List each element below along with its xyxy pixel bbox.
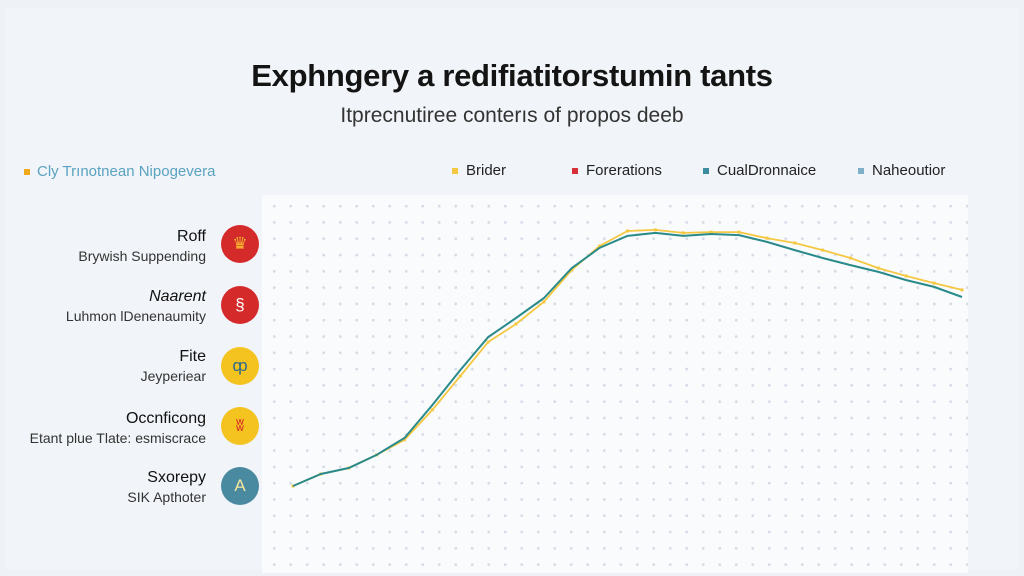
figure-icon: § xyxy=(221,286,259,324)
series-line-cualdronnaice xyxy=(292,231,963,487)
data-point xyxy=(626,229,629,233)
legend-label: Naheoutior xyxy=(872,162,946,179)
item-desc: Brywish Suppending xyxy=(78,248,206,264)
item-name: Sxorepy xyxy=(147,469,206,486)
data-point xyxy=(486,340,490,344)
data-point xyxy=(849,256,852,260)
legend-marker xyxy=(703,167,709,174)
item-desc: SIK Apthoter xyxy=(127,489,206,505)
data-point xyxy=(542,300,546,304)
chart-title: Exphngery a redifiatitorstumin tants xyxy=(251,58,773,93)
figure-icon-glyph: § xyxy=(235,295,245,314)
series-label-marker xyxy=(24,168,30,175)
legend-item-naheoutior: Naheoutior xyxy=(858,162,945,179)
item-name: Fite xyxy=(179,348,206,365)
data-point xyxy=(570,268,574,272)
legend-item-brider: Brider xyxy=(452,162,506,179)
category-item: Sxorepy SIK Apthoter xyxy=(127,469,206,505)
data-point xyxy=(681,231,685,235)
legend-marker xyxy=(452,167,458,174)
bird-icon: ȹ xyxy=(221,347,259,385)
data-point xyxy=(737,230,741,234)
legend-item-cualdronnaice: CualDronnaice xyxy=(703,162,816,179)
data-point xyxy=(904,274,908,278)
item-desc: Jeyperiear xyxy=(140,368,206,384)
category-item: Occnficong Etant plue Tlate: esmiscrace xyxy=(30,410,206,446)
data-point xyxy=(458,374,462,378)
crown-icon: ♛ xyxy=(221,225,259,263)
legend-label: Forerations xyxy=(586,162,662,179)
data-point xyxy=(709,230,713,234)
data-point xyxy=(821,248,825,252)
data-point xyxy=(403,438,406,442)
data-point xyxy=(876,266,880,270)
legend-marker xyxy=(858,167,864,174)
data-point xyxy=(765,236,769,240)
legend-label: CualDronnaice xyxy=(717,162,817,179)
item-name: Occnficong xyxy=(125,410,206,427)
triangle-icon: A xyxy=(221,467,259,505)
item-name: Naarent xyxy=(149,288,206,305)
bird-icon-glyph: ȹ xyxy=(232,356,248,375)
item-desc: Luhmon lDenenaumity xyxy=(65,308,206,324)
item-desc: Etant plue Tlate: esmiscrace xyxy=(29,430,206,446)
series-label-text: Cly Trınotnean Nipogevera xyxy=(37,163,216,180)
data-point xyxy=(653,228,657,232)
category-item: Fite Jeyperiear xyxy=(141,348,206,384)
legend-label: Brider xyxy=(466,162,507,179)
series-label: Cly Trınotnean Nipogevera xyxy=(24,163,215,180)
category-item: Roff Brywish Suppending xyxy=(78,228,206,264)
data-point xyxy=(932,281,936,285)
data-point xyxy=(793,241,797,245)
data-point xyxy=(430,408,434,412)
logo-icon: ʬ xyxy=(221,407,259,445)
crown-icon-glyph: ♛ xyxy=(232,234,248,253)
legend-item-forerations: Forerations xyxy=(572,162,662,179)
data-point xyxy=(960,288,964,292)
category-item: Naarent Luhmon lDenenaumity xyxy=(66,288,206,324)
data-point xyxy=(598,244,602,248)
item-name: Roff xyxy=(176,228,206,245)
data-point xyxy=(514,322,518,326)
logo-icon-glyph: ʬ xyxy=(235,416,245,435)
chart-subtitle: Itprecnutiree conterıs of propos deeb xyxy=(340,104,684,127)
triangle-icon-glyph: A xyxy=(234,476,246,495)
legend-marker xyxy=(572,167,578,174)
